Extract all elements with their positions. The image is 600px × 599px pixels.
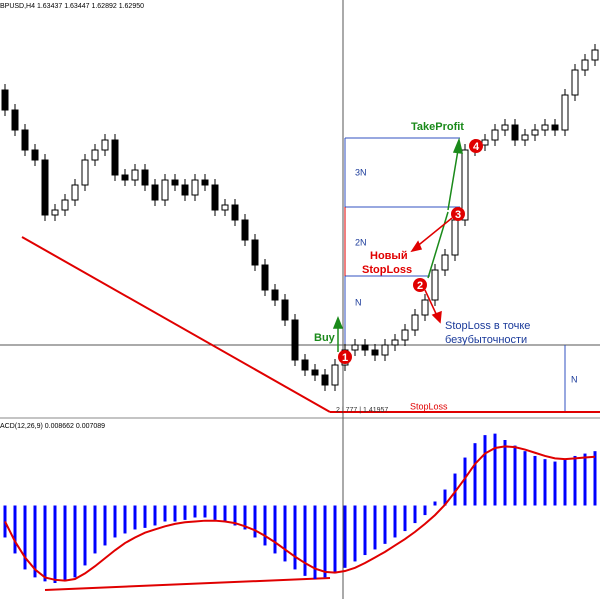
candle-body xyxy=(531,129,539,136)
candle-body xyxy=(491,129,499,141)
marker xyxy=(451,207,465,221)
level-label: 3N xyxy=(355,167,367,177)
arrow-head xyxy=(452,137,463,154)
marker-label: 1 xyxy=(342,352,348,364)
candle-body xyxy=(521,134,529,141)
markers: 1 2 3 4 xyxy=(338,139,483,364)
candle-body xyxy=(231,204,239,221)
candle-body xyxy=(331,364,339,386)
arrow-head xyxy=(431,310,442,324)
candle-body xyxy=(571,69,579,96)
candle-body xyxy=(321,374,329,386)
marker-label: 4 xyxy=(473,141,480,153)
candle-body xyxy=(201,179,209,186)
level-label: 2N xyxy=(355,237,367,247)
candle-body xyxy=(71,184,79,201)
candle-body xyxy=(541,124,549,131)
candle-body xyxy=(461,149,469,221)
candle-body xyxy=(141,169,149,186)
arrow-head xyxy=(332,315,344,329)
arrow-head xyxy=(410,240,423,253)
candle-body xyxy=(511,124,519,141)
breakeven-label: StopLoss в точке xyxy=(445,320,530,332)
candle-body xyxy=(151,184,159,201)
new-stop-label: Новый xyxy=(370,250,408,262)
candle-body xyxy=(181,184,189,196)
candle-body xyxy=(61,199,69,211)
trend-line xyxy=(21,236,331,413)
marker xyxy=(469,139,483,153)
candle-body xyxy=(411,314,419,331)
candle-body xyxy=(311,369,319,376)
buy-label: Buy xyxy=(314,332,336,344)
candle-body xyxy=(31,149,39,161)
candle-body xyxy=(451,219,459,256)
candle-body xyxy=(251,239,259,266)
candle-body xyxy=(441,254,449,271)
candle-body xyxy=(241,219,249,241)
candle-body xyxy=(51,209,59,216)
marker xyxy=(413,278,427,292)
signal-line xyxy=(4,445,596,582)
candle-body xyxy=(211,184,219,211)
candle-body xyxy=(431,269,439,301)
macd-label: ACD(12,26,9) 0.008662 0.007089 xyxy=(0,423,105,430)
candle-body xyxy=(501,124,509,131)
candle-body xyxy=(271,289,279,301)
candle-body xyxy=(401,329,409,341)
breakeven-label: безубыточности xyxy=(445,334,527,346)
candles xyxy=(1,44,599,391)
level-label: N xyxy=(355,297,362,307)
candle-body xyxy=(131,169,139,181)
candle-body xyxy=(361,344,369,351)
candle-body xyxy=(261,264,269,291)
candle-body xyxy=(301,359,309,371)
candle-body xyxy=(281,299,289,321)
target-grid xyxy=(344,137,566,413)
candle-body xyxy=(481,139,489,146)
macd xyxy=(3,433,597,584)
marker xyxy=(338,350,352,364)
candle-body xyxy=(381,344,389,356)
candle-body xyxy=(371,349,379,356)
arrow xyxy=(447,149,459,211)
arrow xyxy=(414,217,453,249)
candle-body xyxy=(591,49,599,61)
arrows-red xyxy=(410,217,453,324)
candle-body xyxy=(171,179,179,186)
candle-body xyxy=(191,179,199,196)
stop-info: 2 | 777 | 1.41957 xyxy=(336,407,388,414)
stop-loss-label: StopLoss xyxy=(410,401,448,411)
candle-body xyxy=(81,159,89,186)
candle-body xyxy=(21,129,29,151)
candle-body xyxy=(161,179,169,201)
candle-body xyxy=(11,109,19,131)
candle-body xyxy=(581,59,589,71)
candle-body xyxy=(41,159,49,216)
macd-trend-line xyxy=(44,577,331,591)
marker-label: 3 xyxy=(455,209,461,221)
candle-body xyxy=(91,149,99,161)
candle-body xyxy=(391,339,399,346)
candle-body xyxy=(421,299,429,316)
take-profit-label: TakeProfit xyxy=(411,121,464,133)
marker-label: 2 xyxy=(417,280,423,292)
header: BPUSD,H4 1.63437 1.63447 1.62892 1.62950 xyxy=(0,3,144,10)
level-label: N xyxy=(571,374,578,384)
candle-body xyxy=(561,94,569,131)
candle-body xyxy=(121,174,129,181)
candle-body xyxy=(1,89,9,111)
candle-body xyxy=(221,204,229,211)
candle-body xyxy=(351,344,359,351)
new-stop-label: StopLoss xyxy=(362,264,412,276)
candle-body xyxy=(101,139,109,151)
candle-body xyxy=(291,319,299,361)
candle-body xyxy=(551,124,559,131)
candle-body xyxy=(111,139,119,176)
